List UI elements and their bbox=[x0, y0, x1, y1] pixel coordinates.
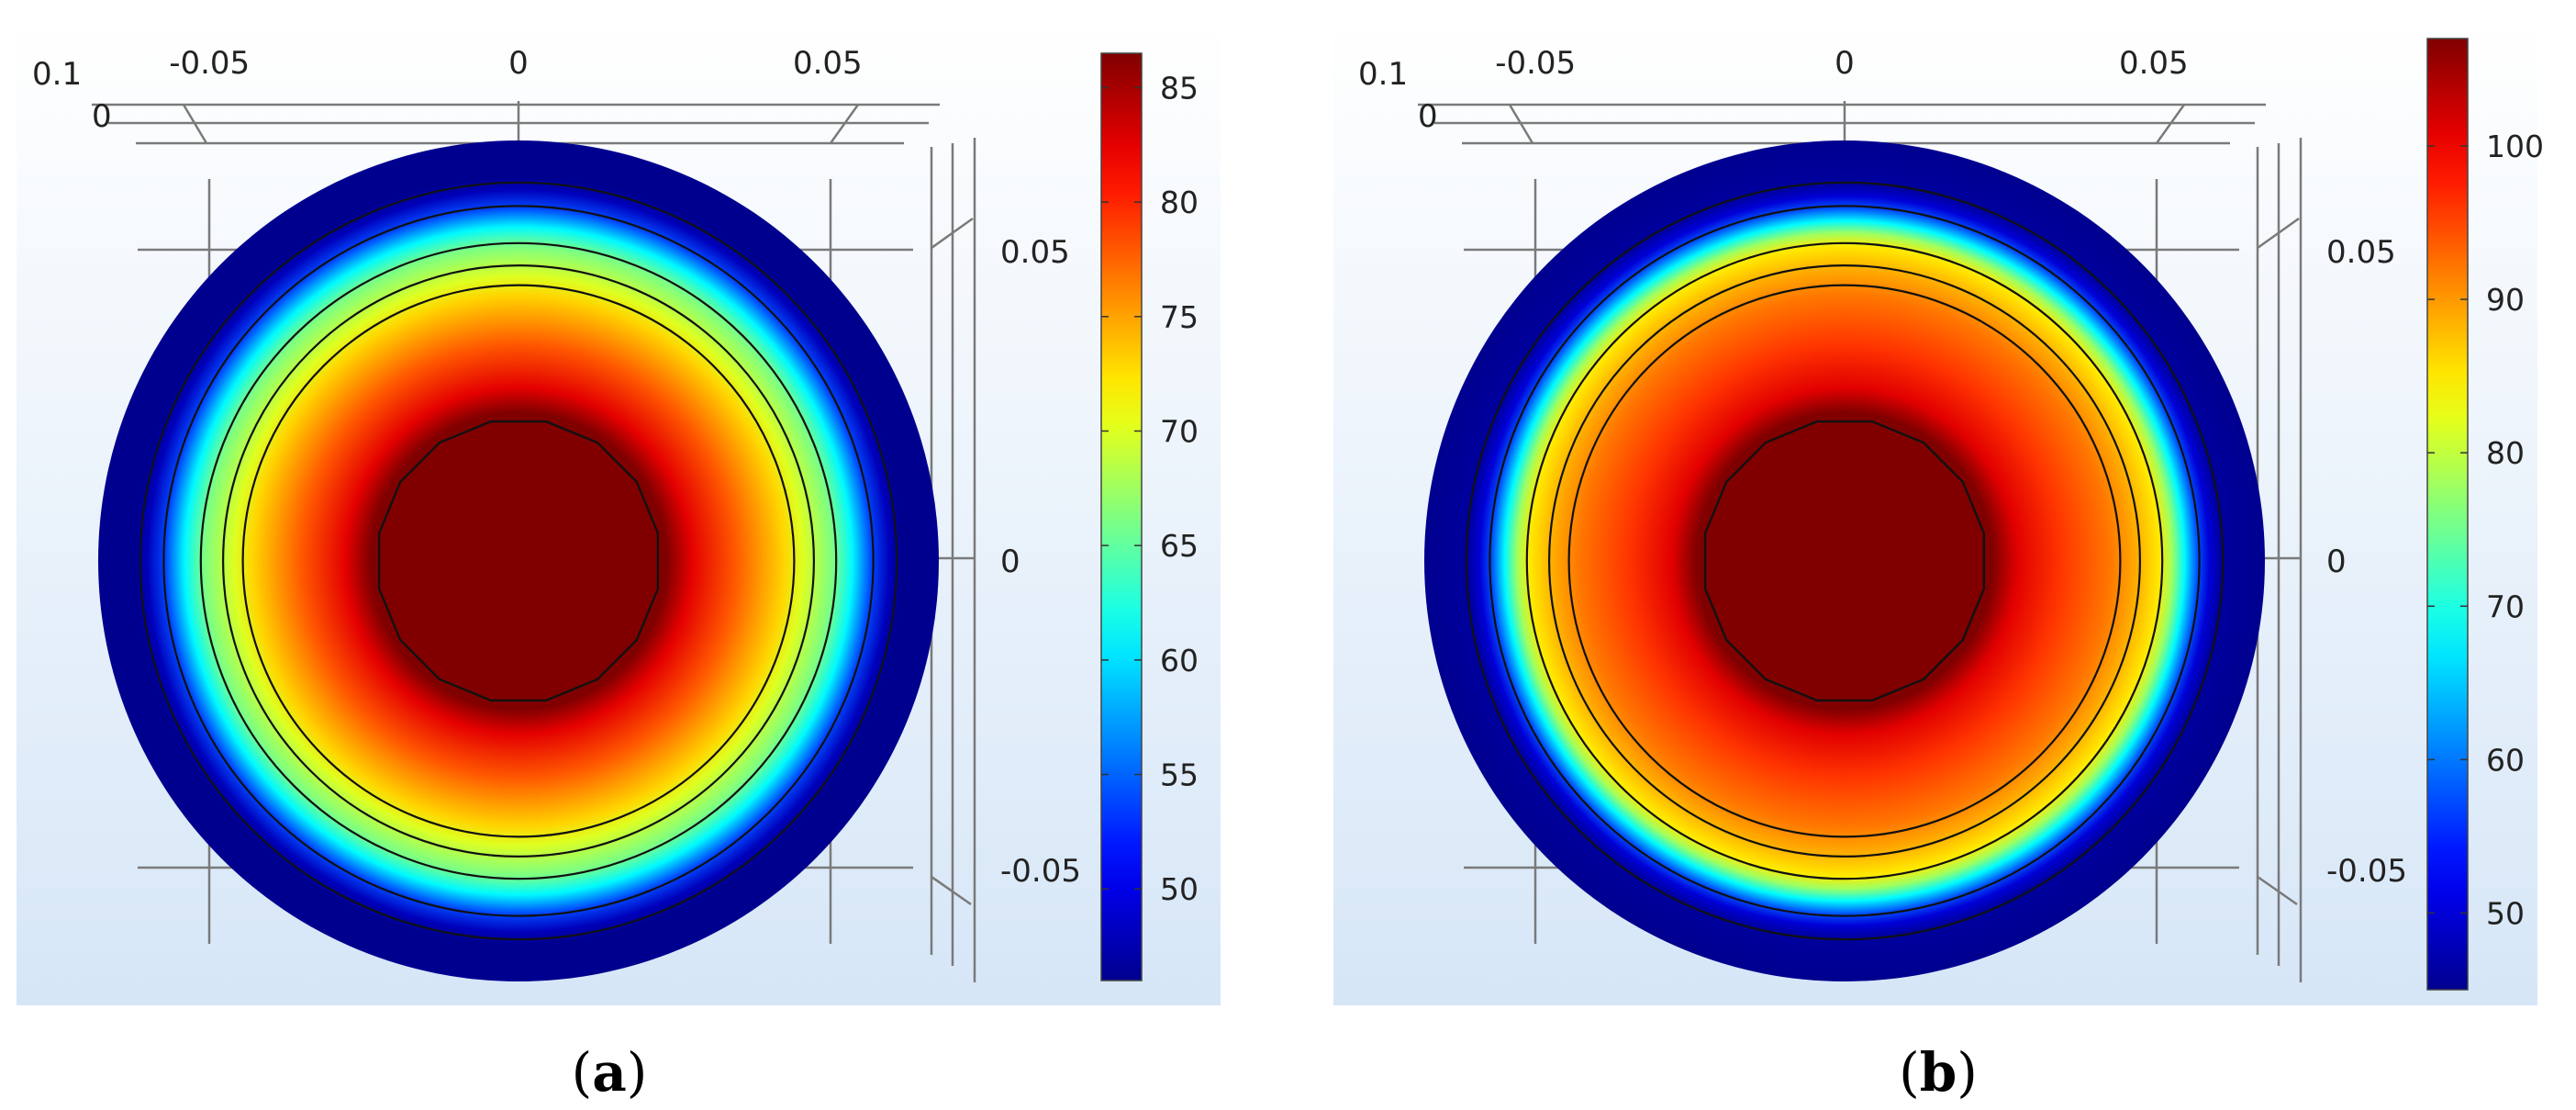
panel-b-y-tick-label: 0 bbox=[2326, 544, 2347, 580]
panel-a-contours bbox=[139, 181, 898, 941]
panel-b-axis-line bbox=[2155, 104, 2186, 144]
panel-b-colorbar: 50 60 70 80 90 100 bbox=[2426, 38, 2544, 991]
panel-b-z-tick-label: 0 bbox=[1418, 98, 1438, 135]
panel-b-colorbar-strip bbox=[2426, 38, 2469, 991]
panel-a-contour-ring bbox=[199, 241, 838, 880]
panel-a-field bbox=[98, 140, 939, 981]
panel-a-colorbar-label: 85 bbox=[1160, 70, 1199, 106]
panel-a: -0.05 0 0.05 0.05 0 -0.05 0.1 0 50 55 60 65 70 75 80 8… bbox=[17, 20, 1221, 1104]
panel-a-colorbar-strip bbox=[1100, 52, 1143, 981]
panel-a-z-tick-label: 0 bbox=[92, 98, 112, 135]
panel-b-x-tick-label: -0.05 bbox=[1495, 45, 1576, 82]
panel-a-contour-ring bbox=[222, 264, 815, 858]
panel-b-contour-ring bbox=[1465, 181, 2225, 941]
panel-b-colorbar-label: 100 bbox=[2486, 129, 2544, 164]
panel-a-colorbar-label: 70 bbox=[1160, 414, 1199, 450]
panel-b-contour-ring bbox=[1567, 284, 2122, 838]
panel-b-caption: (b) bbox=[1899, 1041, 1978, 1104]
panel-a-contour-ring bbox=[162, 205, 875, 917]
panel-a-colorbar-label: 55 bbox=[1160, 757, 1199, 793]
panel-b-x-tick-label: 0.05 bbox=[2119, 45, 2189, 82]
panel-a-contour-ring bbox=[139, 181, 898, 941]
panel-b-field bbox=[1424, 140, 2265, 981]
panel-b-colorbar-label: 70 bbox=[2486, 589, 2525, 624]
panel-b-axis-line bbox=[1508, 104, 1534, 144]
panel-b-z-tick-label: 0.1 bbox=[1358, 56, 1408, 93]
panel-b-colorbar-label: 60 bbox=[2486, 742, 2525, 778]
panel-a-axis-line bbox=[931, 217, 974, 250]
panel-a-contour-ring bbox=[241, 284, 796, 838]
panel-a-y-tick-label: -0.05 bbox=[1000, 853, 1081, 890]
panel-a-x-tick-label: -0.05 bbox=[169, 45, 250, 82]
panel-a-z-tick-label: 0.1 bbox=[32, 56, 82, 93]
panel-b-contour-ring bbox=[1547, 264, 2141, 858]
panel-b-ticks: -0.05 0 0.05 0.05 0 -0.05 0.1 0 bbox=[1358, 45, 2407, 890]
panel-b-axis-line bbox=[2257, 875, 2298, 906]
panel-b-y-tick-label: -0.05 bbox=[2326, 853, 2407, 890]
panel-a-colorbar: 50 55 60 65 70 75 80 85 bbox=[1100, 52, 1199, 981]
panel-a-axis-line bbox=[182, 104, 208, 144]
panel-a-axis-line bbox=[829, 104, 860, 144]
panel-a-caption: (a) bbox=[572, 1041, 648, 1104]
panel-a-colorbar-label: 65 bbox=[1160, 528, 1199, 564]
panel-a-y-tick-label: 0.05 bbox=[1000, 234, 1070, 271]
panel-b-core-region bbox=[1703, 420, 1986, 702]
panel-b-contour-ring bbox=[1489, 205, 2201, 917]
panel-b-contour-ring bbox=[1525, 241, 2164, 880]
panel-a-colorbar-label: 75 bbox=[1160, 299, 1199, 335]
panel-b-axis-line bbox=[2257, 217, 2300, 250]
panel-b-y-tick-label: 0.05 bbox=[2326, 234, 2396, 271]
panel-b-x-tick-label: 0 bbox=[1834, 45, 1855, 82]
panel-a-axis-line bbox=[931, 875, 972, 906]
panel-a-colorbar-label: 80 bbox=[1160, 185, 1199, 220]
panel-a-core-region bbox=[377, 420, 660, 702]
panel-a-colorbar-label: 60 bbox=[1160, 643, 1199, 678]
panel-b-colorbar-label: 90 bbox=[2486, 282, 2525, 318]
panel-a-colorbar-label: 50 bbox=[1160, 871, 1199, 907]
panel-b: -0.05 0 0.05 0.05 0 -0.05 0.1 0 50 60 70 80 90 100 (… bbox=[1333, 20, 2544, 1104]
panel-b-colorbar-label: 80 bbox=[2486, 435, 2525, 471]
panel-b-contours bbox=[1465, 181, 2225, 941]
panel-a-x-tick-label: 0.05 bbox=[793, 45, 863, 82]
panel-a-ticks: -0.05 0 0.05 0.05 0 -0.05 0.1 0 bbox=[32, 45, 1081, 890]
panel-a-y-tick-label: 0 bbox=[1000, 544, 1020, 580]
panel-b-colorbar-label: 50 bbox=[2486, 896, 2525, 932]
panel-a-x-tick-label: 0 bbox=[508, 45, 529, 82]
